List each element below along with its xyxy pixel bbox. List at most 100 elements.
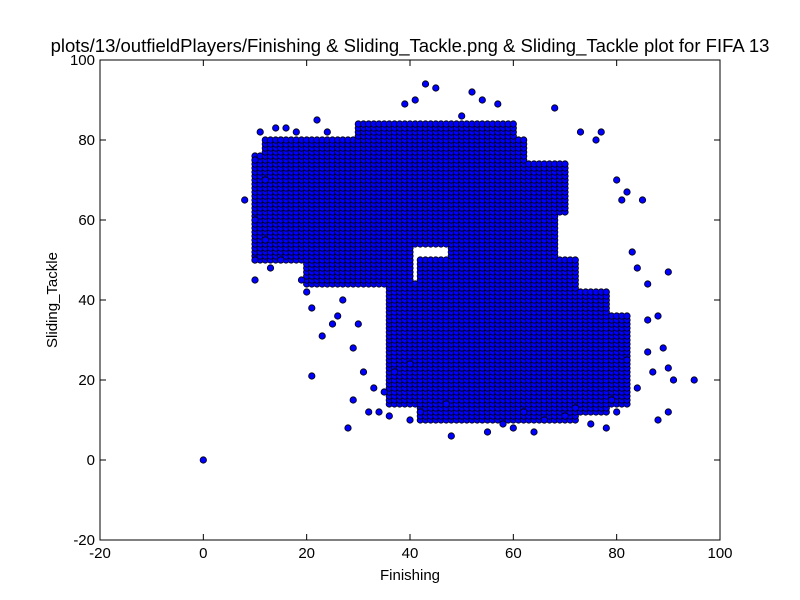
y-tick-label: 80 [78,132,95,149]
scatter-point [659,344,667,352]
scatter-point [509,424,517,432]
scatter-point [308,304,316,312]
scatter-point [592,136,600,144]
scatter-point [241,196,249,204]
scatter-point [664,364,672,372]
scatter-point [390,368,399,376]
scatter-point [483,428,492,436]
scatter-point [638,196,647,204]
scatter-point [458,112,466,120]
x-tick-label: 40 [402,545,419,562]
scatter-point [318,332,326,340]
scatter-point [297,276,306,284]
scatter-point [344,424,352,432]
scatter-point [370,384,378,392]
x-tick-label: 60 [505,545,522,562]
x-tick-label: 80 [608,545,625,562]
scatter-point [576,128,585,136]
scatter-point [261,236,269,244]
scatter-point [478,96,486,104]
scatter-point [623,312,631,320]
chart-title: plots/13/outfieldPlayers/Finishing & Sli… [51,35,770,57]
scatter-point [401,100,409,108]
y-tick-label: 100 [70,52,95,69]
scatter-point [602,288,610,296]
scatter-point [406,416,414,424]
scatter-points [199,80,698,464]
scatter-point [323,128,331,136]
scatter-point [251,276,259,284]
scatter-point [277,256,285,264]
scatter-point [292,128,300,136]
y-tick-label: 0 [87,452,95,469]
scatter-point [644,348,652,356]
scatter-point [251,156,259,164]
scatter-point [571,256,579,264]
scatter-point [644,316,652,324]
scatter-point [623,188,631,196]
scatter-point [494,100,502,108]
scatter-point [509,120,517,128]
scatter-point [359,368,368,376]
scatter-point [664,408,672,416]
y-tick-label: -20 [73,532,95,549]
scatter-point [261,176,269,184]
scatter-point [406,360,414,368]
y-tick-label: 40 [78,292,95,309]
scatter-point [540,416,548,424]
scatter-point [690,376,698,384]
scatter-point [499,420,507,428]
scatter-point [633,384,641,392]
scatter-point [561,160,569,168]
scatter-point [530,428,538,436]
scatter-point [421,80,430,88]
scatter-point [334,312,342,320]
scatter-point [416,408,424,416]
scatter-point [432,84,440,92]
y-axis-label: Sliding_Tackle [44,252,61,348]
x-axis-label: Finishing [380,567,440,584]
scatter-point [571,404,579,412]
scatter-point [256,128,264,136]
scatter-point [328,320,337,328]
scatter-point [277,136,285,144]
scatter-point [633,264,641,272]
scatter-point [272,124,280,132]
scatter-point [649,368,657,376]
scatter-point [313,116,321,124]
scatter-point [613,176,621,184]
scatter-point [654,312,662,320]
scatter-point [520,408,528,416]
scatter-point [266,264,275,272]
scatter-point [199,456,207,464]
scatter-point [654,416,662,424]
scatter-point [365,408,373,416]
y-tick-label: 20 [78,372,95,389]
scatter-point [623,356,631,364]
scatter-point [447,432,455,440]
scatter-point [644,280,652,288]
scatter-point [520,136,528,144]
scatter-point [613,408,621,416]
scatter-point [597,128,605,136]
scatter-point [442,400,450,408]
scatter-point [282,124,290,132]
x-tick-label: 20 [298,545,315,562]
scatter-point [251,256,259,264]
scatter-point [385,412,393,420]
scatter-point [375,408,383,416]
scatter-point [561,412,569,420]
scatter-point [468,88,476,96]
x-tick-label: 100 [707,545,732,562]
scatter-point [303,288,311,296]
scatter-point [618,196,626,204]
scatter-point [587,420,595,428]
scatter-point [354,320,362,328]
scatter-point [349,396,357,404]
scatter-point [308,372,316,380]
scatter-point [551,104,559,112]
scatter-point [251,216,259,224]
scatter-point [607,396,616,404]
x-tick-label: 0 [199,545,207,562]
